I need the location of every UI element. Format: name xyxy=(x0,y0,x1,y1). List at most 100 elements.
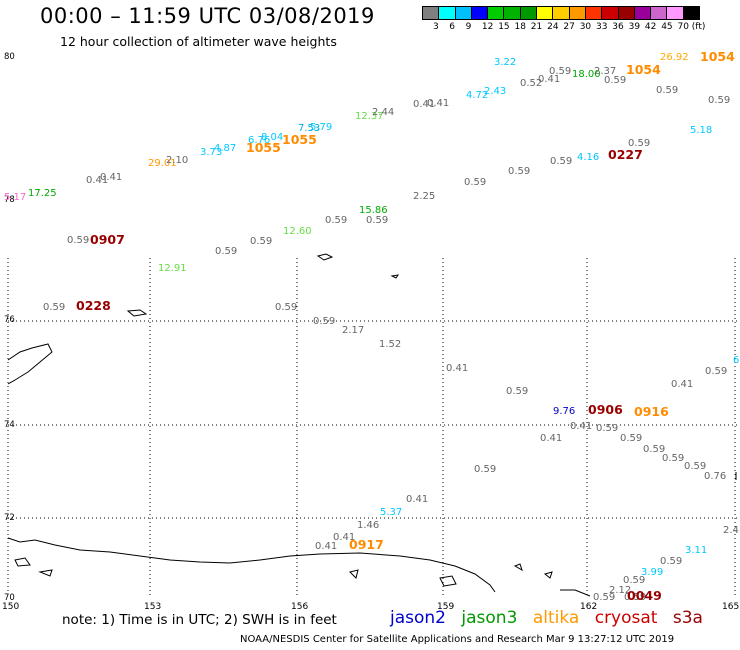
color-scale-label: 21 xyxy=(530,22,543,32)
wave-height-label: 2.4 xyxy=(723,525,739,536)
wave-height-label: 9.76 xyxy=(553,406,575,417)
wave-height-label: 17.25 xyxy=(28,188,57,199)
wave-height-label: 0.59 xyxy=(549,66,571,77)
wave-height-label: 0.59 xyxy=(705,366,727,377)
legend-jason2: jason2 xyxy=(390,608,446,628)
wave-height-label: 2.43 xyxy=(484,86,506,97)
wave-height-label: 18.00 xyxy=(572,69,601,80)
wave-height-label: 2.44 xyxy=(372,107,394,118)
color-scale-label: 24 xyxy=(547,22,559,32)
wave-height-label: 2.17 xyxy=(342,325,364,336)
wave-height-label: 0.41 xyxy=(333,532,355,543)
pass-time-label: 1055 xyxy=(246,140,281,155)
wave-height-label: 0.59 xyxy=(250,236,272,247)
wave-height-label: 4.87 xyxy=(214,143,236,154)
map-title: 00:00 – 11:59 UTC 03/08/2019 xyxy=(40,4,375,28)
color-scale-label: 12 xyxy=(481,22,494,32)
wave-height-label: 5.17 xyxy=(4,192,26,203)
lat-label-74: 74 xyxy=(4,420,15,430)
color-swatch-16 xyxy=(682,6,701,20)
wave-height-label: 0.41 xyxy=(100,172,122,183)
map-subtitle: 12 hour collection of altimeter wave hei… xyxy=(60,34,337,49)
coastline-island-4 xyxy=(126,309,148,317)
wave-height-label: 12.91 xyxy=(158,263,187,274)
pass-time-label: 0049 xyxy=(627,588,662,603)
wave-height-label: 3.22 xyxy=(494,57,516,68)
wave-height-label: 0.41 xyxy=(86,175,108,186)
credit-line: NOAA/NESDIS Center for Satellite Applica… xyxy=(240,634,675,645)
wave-height-label: 0.59 xyxy=(325,215,347,226)
coastline-lagoon-5 xyxy=(513,563,523,572)
wave-height-label: 0.59 xyxy=(313,316,335,327)
color-scale-label: 15 xyxy=(498,22,510,32)
wave-height-label: 0.41 xyxy=(671,379,693,390)
wave-height-label: 0.41 xyxy=(570,421,592,432)
wave-height-label: 0.59 xyxy=(508,166,530,177)
wave-height-label: 0.59 xyxy=(43,302,65,313)
lon-labels: 150 153 156 159 162 165 xyxy=(2,602,739,612)
wave-height-label: 1.46 xyxy=(357,520,379,531)
legend-altika: altika xyxy=(532,608,580,628)
coastline-main xyxy=(7,537,496,593)
wave-height-label: 0.41 xyxy=(540,433,562,444)
wave-height-label: 4.16 xyxy=(577,152,599,163)
coastline-island-2 xyxy=(316,253,334,261)
coastline-island-3 xyxy=(390,274,400,279)
color-scale-label: 45 xyxy=(661,22,673,32)
legend-cryosat: cryosat xyxy=(594,608,658,628)
wave-height-label: 6 xyxy=(733,355,739,366)
wave-height-label: 2.37 xyxy=(594,66,616,77)
wave-height-label: 0.59 xyxy=(506,386,528,397)
color-scale-label: 6 xyxy=(449,22,456,32)
lat-label-72: 72 xyxy=(4,513,15,523)
wave-height-label: 0.41 xyxy=(315,541,337,552)
pass-time-label: 0907 xyxy=(90,232,125,247)
color-scale xyxy=(422,6,701,20)
coastline-island-1 xyxy=(7,343,53,385)
pass-time-label: 1054 xyxy=(626,62,661,77)
wave-height-label: 15.86 xyxy=(359,205,388,216)
wave-height-label: 29.01 xyxy=(148,158,177,169)
satellite-legend: jason2 jason3 altika cryosat s3a xyxy=(390,608,713,628)
wave-height-label: 0.59 xyxy=(660,556,682,567)
wave-height-label: 2.10 xyxy=(166,155,188,166)
legend-s3a: s3a xyxy=(672,608,703,628)
wave-height-label: 0.59 xyxy=(684,461,706,472)
wave-height-label: 0.59 xyxy=(67,235,89,246)
wave-height-label: 3.11 xyxy=(685,545,707,556)
lat-label-76: 76 xyxy=(4,315,15,325)
wave-height-label: 0.59 xyxy=(623,575,645,586)
lon-label-162: 162 xyxy=(580,602,597,612)
wave-height-label: 0.59 xyxy=(624,592,646,603)
wave-height-label: 0.59 xyxy=(275,302,297,313)
wave-height-label: 0.59 xyxy=(620,433,642,444)
lat-label-70: 70 xyxy=(4,593,15,603)
wave-height-label: 0.59 xyxy=(215,246,237,257)
wave-height-label: 0.59 xyxy=(708,95,730,106)
wave-height-label: 0.59 xyxy=(656,85,678,96)
legend-jason3: jason3 xyxy=(461,608,518,628)
color-scale-label: 30 xyxy=(579,22,592,32)
wave-height-label: 0.59 xyxy=(593,592,615,603)
coastline-east xyxy=(560,589,591,597)
color-scale-label: 9 xyxy=(465,22,472,32)
wave-height-label: 12.37 xyxy=(355,111,384,122)
coastline xyxy=(7,253,737,597)
wave-height-label: 2.12 xyxy=(609,585,631,596)
wave-height-label: 5.18 xyxy=(690,125,712,136)
wave-height-label: 0.41 xyxy=(413,99,435,110)
color-scale-label: 27 xyxy=(563,22,575,32)
pass-time-label: 0228 xyxy=(76,298,111,313)
pass-time-label: 1054 xyxy=(700,49,735,64)
wave-height-label: 4.72 xyxy=(466,90,488,101)
wave-height-label: 5.37 xyxy=(380,507,402,518)
wave-height-label: 0.59 xyxy=(464,177,486,188)
color-scale-label: 70 xyxy=(677,22,689,32)
lat-label-78: 78 xyxy=(4,195,15,205)
units-note: note: 1) Time is in UTC; 2) SWH is in fe… xyxy=(62,612,337,628)
grid-lines xyxy=(7,258,740,598)
wave-height-label: 0.59 xyxy=(643,444,665,455)
lon-label-159: 159 xyxy=(437,602,454,612)
